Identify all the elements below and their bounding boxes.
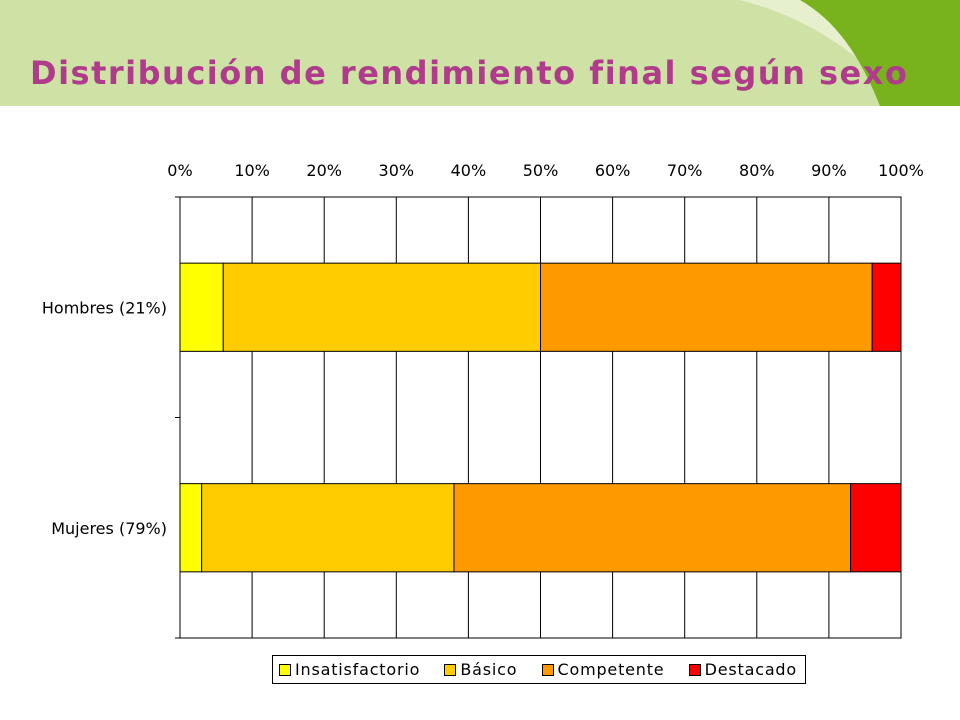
x-tick-label: 100% [878,161,924,180]
x-tick-label: 40% [451,161,487,180]
category-labels: Hombres (21%) Mujeres (79%) [42,298,167,538]
bar-segment [453,483,852,573]
legend-item: Insatisfactorio [279,660,420,679]
x-tick-label: 50% [523,161,559,180]
legend-item: Básico [444,660,517,679]
bar-segment [540,262,873,352]
legend-label: Destacado [704,660,797,679]
x-tick-label: 30% [379,161,415,180]
x-tick-label: 20% [306,161,342,180]
x-tick-label: 0% [167,161,192,180]
legend-item: Competente [541,660,665,679]
bar-segment [179,262,224,352]
header-swoosh-accent [800,0,960,106]
x-tick-label: 90% [811,161,847,180]
legend-label: Insatisfactorio [295,660,421,679]
legend-label: Competente [557,660,665,679]
legend-label: Básico [460,660,518,679]
x-tick-label: 70% [667,161,703,180]
chart-legend: Insatisfactorio Básico Competente Destacado [272,655,806,684]
bar-segment [871,262,902,352]
category-label: Mujeres (79%) [51,519,167,538]
x-tick-label: 80% [739,161,775,180]
bar-segment [222,262,541,352]
legend-swatch [279,663,291,676]
legend-swatch [444,663,457,676]
legend-swatch [541,663,554,676]
x-tick-label: 60% [595,161,631,180]
bars [179,262,902,573]
legend-item: Destacado [688,660,797,679]
bar-segment [179,483,203,573]
x-tick-labels: 0% 10% 20% 30% 40% 50% 60% 70% 80% 90% 100% [167,161,924,180]
bar-segment [201,483,455,573]
bar-segment [850,483,902,573]
axes [175,196,181,639]
category-label: Hombres (21%) [42,298,167,317]
header-band [0,0,960,106]
page-title: Distribución de rendimiento final según … [30,54,909,92]
x-tick-label: 10% [234,161,270,180]
legend-swatch [688,663,701,676]
